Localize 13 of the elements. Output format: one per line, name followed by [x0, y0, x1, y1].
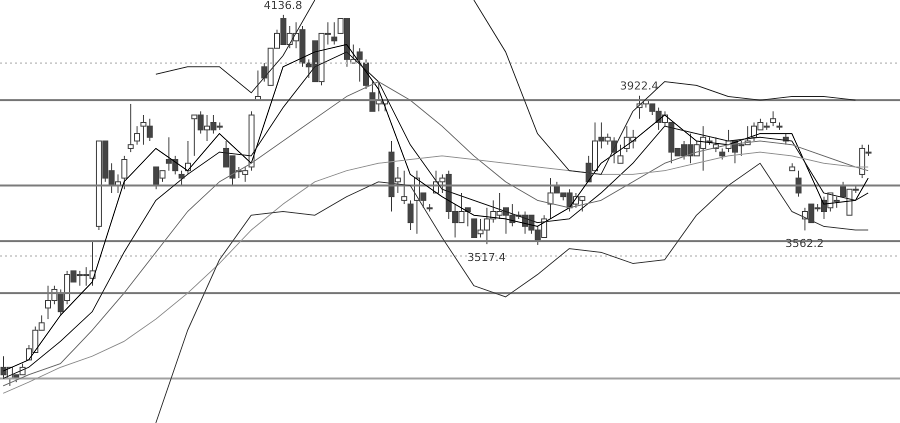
- annotation: 3517.4: [467, 250, 506, 264]
- candlestick: [408, 200, 414, 231]
- candlestick: [719, 148, 726, 160]
- candlestick: [128, 103, 134, 153]
- candlestick: [134, 126, 140, 146]
- candlestick: [770, 110, 776, 127]
- candlestick: [617, 144, 624, 164]
- candlestick: [401, 170, 408, 205]
- candlestick: [331, 22, 338, 46]
- candlestick: [178, 170, 185, 186]
- annotation: 4136.8: [264, 0, 302, 12]
- candlestick: [121, 155, 128, 190]
- annotation: 3922.4: [620, 80, 658, 93]
